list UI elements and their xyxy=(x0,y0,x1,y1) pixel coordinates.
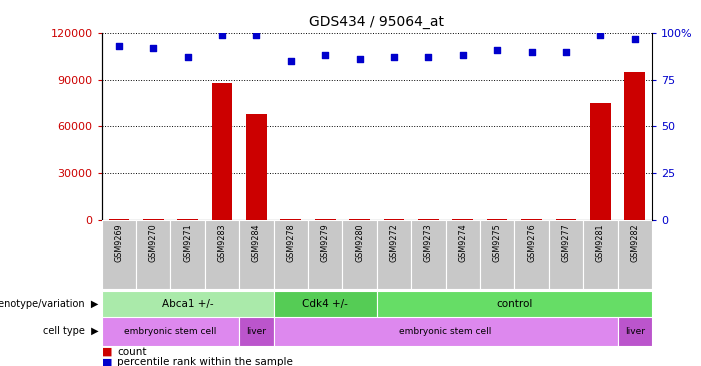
Bar xyxy=(170,220,205,289)
Bar xyxy=(315,219,336,220)
Bar xyxy=(446,220,480,289)
Bar xyxy=(273,317,618,346)
Bar xyxy=(143,219,163,220)
Bar xyxy=(212,83,232,220)
Text: genotype/variation  ▶: genotype/variation ▶ xyxy=(0,299,98,309)
Text: control: control xyxy=(496,299,533,309)
Bar xyxy=(480,220,515,289)
Bar xyxy=(342,220,377,289)
Bar xyxy=(556,219,576,220)
Bar xyxy=(177,219,198,220)
Text: GSM9274: GSM9274 xyxy=(458,223,468,262)
Text: GSM9279: GSM9279 xyxy=(320,223,329,262)
Bar xyxy=(590,103,611,220)
Point xyxy=(148,45,159,51)
Bar xyxy=(618,317,652,346)
Bar xyxy=(487,219,508,220)
Bar xyxy=(349,219,370,220)
Point xyxy=(114,43,125,49)
Bar xyxy=(280,219,301,220)
Text: GSM9283: GSM9283 xyxy=(217,223,226,262)
Point xyxy=(251,32,262,38)
Point xyxy=(354,56,365,62)
Bar xyxy=(418,219,439,220)
Text: GSM9270: GSM9270 xyxy=(149,223,158,262)
Text: GSM9275: GSM9275 xyxy=(493,223,502,262)
Text: GSM9284: GSM9284 xyxy=(252,223,261,262)
Point xyxy=(285,58,297,64)
Bar xyxy=(246,114,267,220)
Bar xyxy=(136,220,170,289)
Bar xyxy=(625,72,645,220)
Text: GSM9281: GSM9281 xyxy=(596,223,605,262)
Bar xyxy=(102,317,239,346)
Text: GSM9269: GSM9269 xyxy=(114,223,123,262)
Text: count: count xyxy=(117,347,147,357)
Text: GSM9282: GSM9282 xyxy=(630,223,639,262)
Text: GSM9276: GSM9276 xyxy=(527,223,536,262)
Point xyxy=(182,54,193,60)
Text: embryonic stem cell: embryonic stem cell xyxy=(124,327,217,336)
Text: GSM9273: GSM9273 xyxy=(424,223,433,262)
Text: ■: ■ xyxy=(102,347,112,357)
Bar xyxy=(549,220,583,289)
Bar xyxy=(102,220,136,289)
Bar xyxy=(452,219,473,220)
Text: GSM9278: GSM9278 xyxy=(286,223,295,262)
Text: GSM9271: GSM9271 xyxy=(183,223,192,262)
Bar xyxy=(273,291,377,317)
Bar xyxy=(411,220,446,289)
Point xyxy=(629,36,640,41)
Point xyxy=(594,32,606,38)
Bar xyxy=(273,220,308,289)
Bar xyxy=(583,220,618,289)
Text: liver: liver xyxy=(247,327,266,336)
Point xyxy=(388,54,400,60)
Text: percentile rank within the sample: percentile rank within the sample xyxy=(117,357,293,366)
Text: embryonic stem cell: embryonic stem cell xyxy=(400,327,492,336)
Bar xyxy=(618,220,652,289)
Title: GDS434 / 95064_at: GDS434 / 95064_at xyxy=(309,15,444,29)
Text: Cdk4 +/-: Cdk4 +/- xyxy=(302,299,348,309)
Text: Abca1 +/-: Abca1 +/- xyxy=(162,299,213,309)
Bar xyxy=(522,219,542,220)
Text: GSM9280: GSM9280 xyxy=(355,223,364,262)
Bar xyxy=(383,219,404,220)
Bar xyxy=(515,220,549,289)
Bar xyxy=(239,317,273,346)
Text: cell type  ▶: cell type ▶ xyxy=(43,326,98,336)
Point xyxy=(320,52,331,58)
Text: GSM9277: GSM9277 xyxy=(562,223,571,262)
Bar xyxy=(205,220,239,289)
Bar xyxy=(239,220,273,289)
Text: liver: liver xyxy=(625,327,645,336)
Bar xyxy=(109,219,129,220)
Bar xyxy=(377,220,411,289)
Point xyxy=(491,47,503,53)
Point xyxy=(457,52,468,58)
Point xyxy=(423,54,434,60)
Point xyxy=(217,32,228,38)
Point xyxy=(560,49,571,55)
Bar xyxy=(377,291,652,317)
Bar xyxy=(102,291,273,317)
Text: ■: ■ xyxy=(102,357,112,366)
Point xyxy=(526,49,537,55)
Text: GSM9272: GSM9272 xyxy=(390,223,398,262)
Bar xyxy=(308,220,342,289)
